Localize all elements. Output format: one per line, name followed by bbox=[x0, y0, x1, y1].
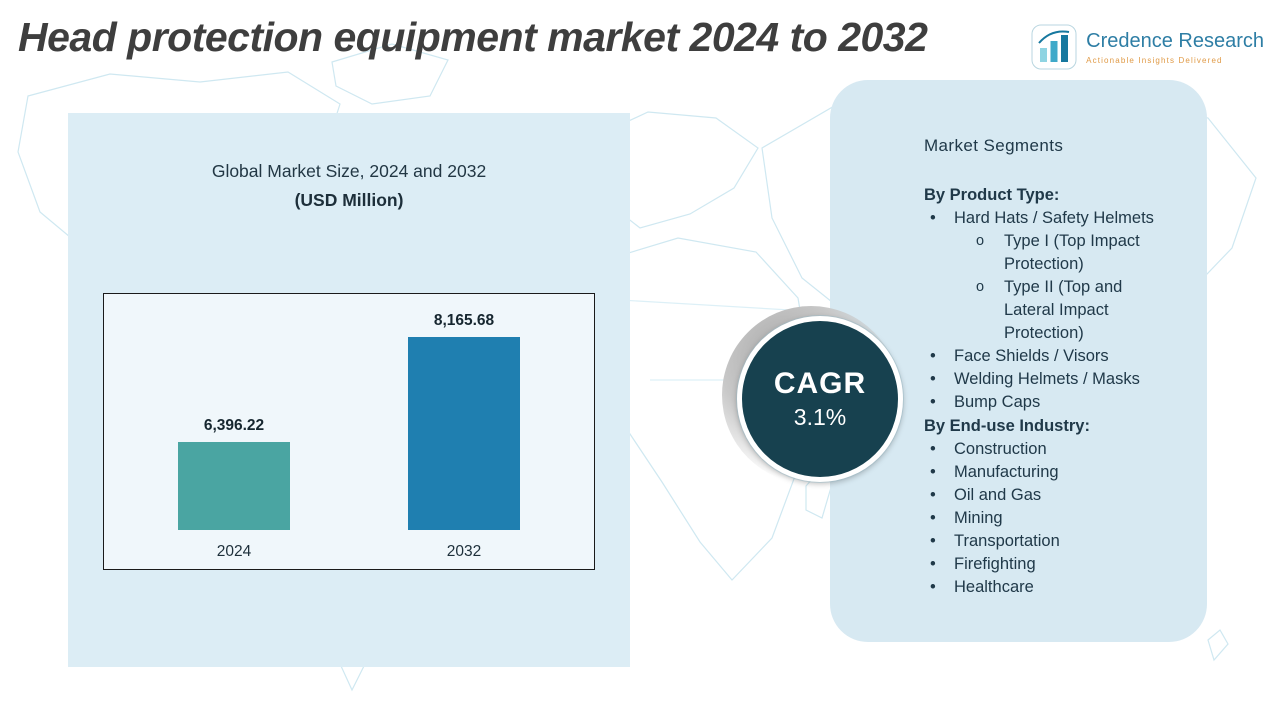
bar-group-2024: 6,396.22 2024 bbox=[178, 417, 290, 560]
segments-heading: Market Segments bbox=[924, 136, 1064, 155]
brand-text: Credence Research Actionable Insights De… bbox=[1086, 30, 1264, 65]
segment-item-label: Bump Caps bbox=[954, 393, 1041, 411]
circle-bullet-icon: o bbox=[976, 233, 985, 249]
segment-item: o Type I (Top Impact Protection) bbox=[976, 230, 1191, 276]
segment-item-label: Transportation bbox=[954, 532, 1060, 550]
segment-item-label: Construction bbox=[954, 440, 1047, 458]
cagr-badge: CAGR 3.1% bbox=[722, 306, 910, 492]
page-title: Head protection equipment market 2024 to… bbox=[18, 14, 928, 60]
bullet-icon: • bbox=[930, 509, 936, 527]
segment-item-label: Firefighting bbox=[954, 555, 1036, 573]
cagr-circle: CAGR 3.1% bbox=[737, 316, 903, 482]
bar-value-label-2032: 8,165.68 bbox=[433, 312, 495, 329]
segment-item-label: Welding Helmets / Masks bbox=[954, 370, 1140, 388]
bar-value-label-2024: 6,396.22 bbox=[203, 417, 265, 434]
segment-item-label: Type I (Top Impact Protection) bbox=[1004, 232, 1140, 273]
bar-chart: 6,396.22 2024 8,165.68 2032 bbox=[103, 293, 595, 570]
segment-item: • Bump Caps bbox=[930, 391, 1191, 414]
segment-item-label: Type II (Top and Lateral Impact Protecti… bbox=[1004, 278, 1123, 342]
segment-item: • Face Shields / Visors bbox=[930, 345, 1191, 368]
brand-name: Credence Research bbox=[1086, 29, 1264, 52]
bullet-icon: • bbox=[930, 347, 936, 365]
segment-item-label: Face Shields / Visors bbox=[954, 347, 1109, 365]
x-tick-label-2024: 2024 bbox=[216, 543, 252, 560]
bullet-icon: • bbox=[930, 578, 936, 596]
circle-bullet-icon: o bbox=[976, 279, 985, 295]
market-size-panel: Global Market Size, 2024 and 2032 (USD M… bbox=[68, 113, 630, 667]
segment-item: o Type II (Top and Lateral Impact Protect… bbox=[976, 276, 1191, 345]
segment-item-label: Mining bbox=[954, 509, 1003, 527]
segment-item: • Oil and Gas bbox=[930, 484, 1191, 507]
brand-logo: Credence Research Actionable Insights De… bbox=[1031, 24, 1264, 70]
bar-2024 bbox=[178, 442, 290, 530]
bullet-icon: • bbox=[930, 555, 936, 573]
cagr-value: 3.1% bbox=[793, 404, 847, 430]
segment-item: • Construction bbox=[930, 438, 1191, 461]
segment-item: • Transportation bbox=[930, 530, 1191, 553]
cagr-label: CAGR bbox=[773, 367, 867, 400]
bullet-icon: • bbox=[930, 370, 936, 388]
bullet-icon: • bbox=[930, 463, 936, 481]
bullet-icon: • bbox=[930, 209, 936, 227]
segment-item-label: Manufacturing bbox=[954, 463, 1059, 481]
segment-group-title: By Product Type: bbox=[924, 186, 1060, 204]
segment-item-label: Healthcare bbox=[954, 578, 1034, 596]
bar-group-2032: 8,165.68 2032 bbox=[408, 312, 520, 560]
bar-plot: 6,396.22 2024 8,165.68 2032 bbox=[104, 294, 594, 560]
segment-item: • Welding Helmets / Masks bbox=[930, 368, 1191, 391]
chart-units-label: (USD Million) bbox=[294, 190, 404, 210]
bar-chart-logo-icon bbox=[1031, 24, 1077, 70]
segment-item: • Hard Hats / Safety Helmets bbox=[930, 207, 1191, 230]
segment-item: • Healthcare bbox=[930, 576, 1191, 599]
bullet-icon: • bbox=[930, 440, 936, 458]
bullet-icon: • bbox=[930, 486, 936, 504]
segment-group-title: By End-use Industry: bbox=[924, 417, 1090, 435]
bullet-icon: • bbox=[930, 393, 936, 411]
segment-item-label: Oil and Gas bbox=[954, 486, 1042, 504]
segment-item-label: Hard Hats / Safety Helmets bbox=[954, 209, 1154, 227]
chart-title: Global Market Size, 2024 and 2032 bbox=[211, 161, 487, 181]
segment-item: • Manufacturing bbox=[930, 461, 1191, 484]
segment-groups: By Product Type: • Hard Hats / Safety Helm… bbox=[924, 184, 1191, 599]
brand-tagline: Actionable Insights Delivered bbox=[1086, 55, 1223, 65]
segment-item: • Mining bbox=[930, 507, 1191, 530]
x-tick-label-2032: 2032 bbox=[446, 543, 482, 560]
segment-item: • Firefighting bbox=[930, 553, 1191, 576]
bullet-icon: • bbox=[930, 532, 936, 550]
bar-2032 bbox=[408, 337, 520, 530]
